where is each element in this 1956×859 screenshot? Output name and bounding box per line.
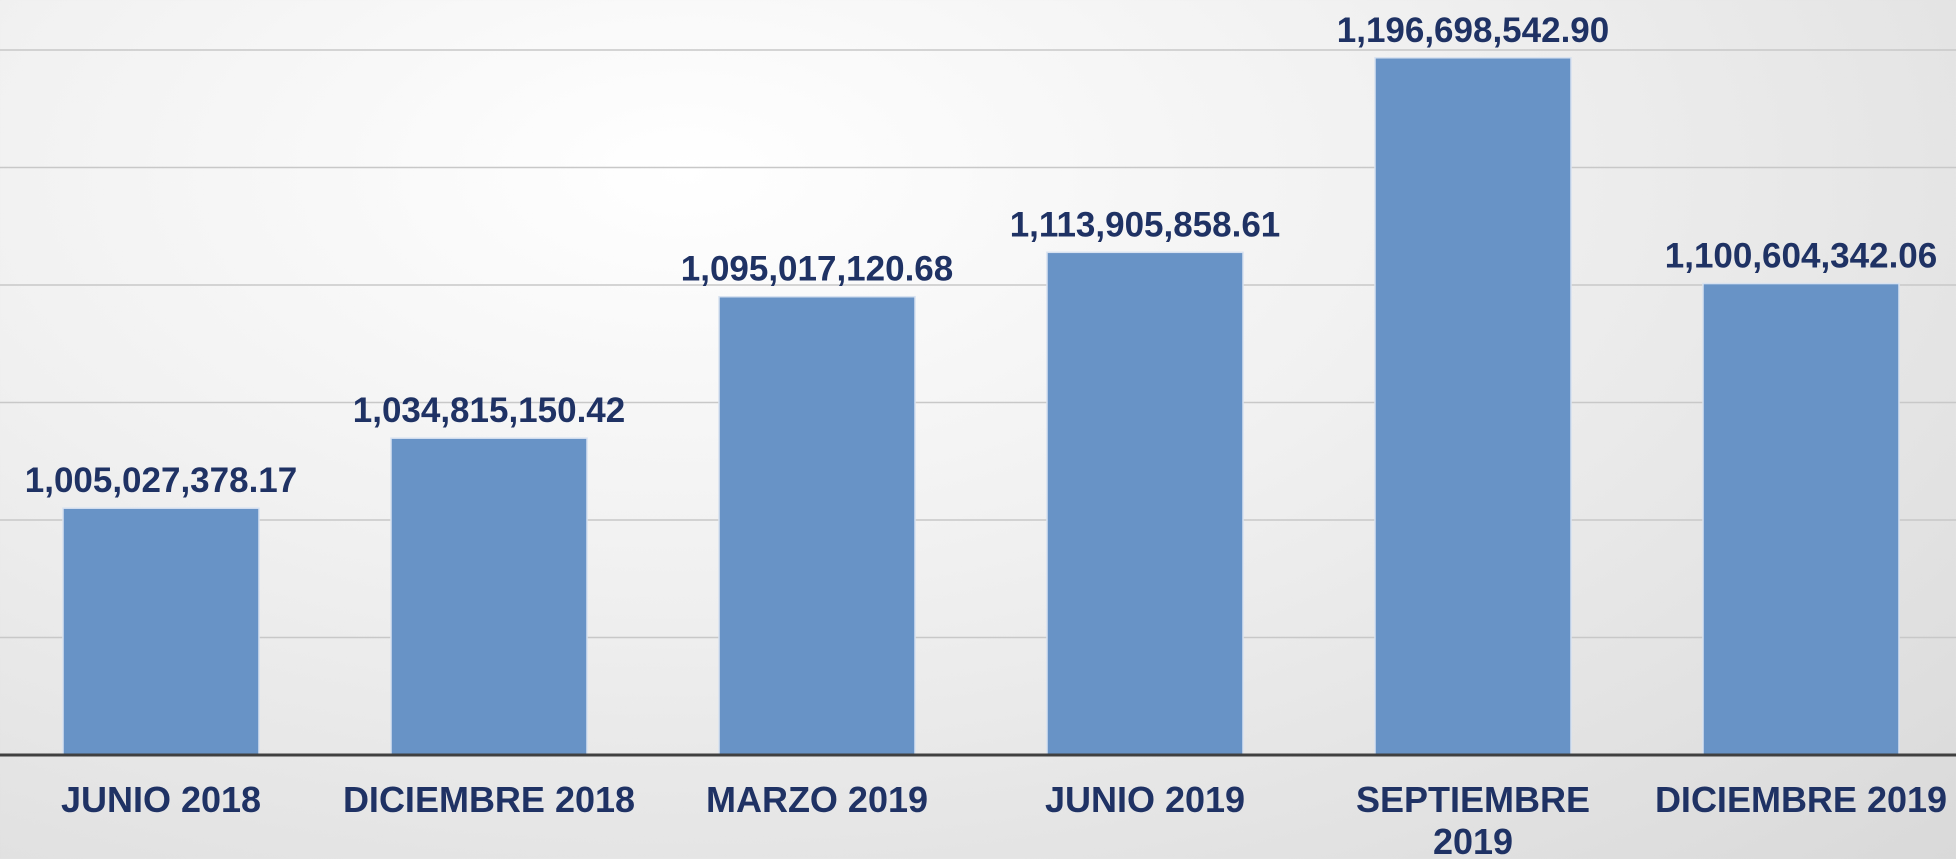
x-tick-label: SEPTIEMBRE 2019 (1355, 779, 1591, 859)
x-tick-label: DICIEMBRE 2018 (342, 779, 636, 820)
bar (1702, 282, 1900, 756)
x-tick-label: JUNIO 2018 (60, 779, 262, 820)
bar (1374, 57, 1572, 756)
value-label: 1,100,604,342.06 (1665, 237, 1937, 276)
value-label: 1,196,698,542.90 (1337, 11, 1609, 50)
bar (718, 295, 916, 756)
value-label: 1,034,815,150.42 (353, 391, 625, 430)
x-tick-label: MARZO 2019 (705, 779, 929, 820)
value-label: 1,095,017,120.68 (681, 250, 953, 289)
bar (390, 437, 588, 756)
value-label: 1,005,027,378.17 (25, 461, 297, 500)
x-tick-label: JUNIO 2019 (1044, 779, 1246, 820)
bar (62, 507, 260, 756)
value-label: 1,113,905,858.61 (1010, 205, 1281, 244)
x-tick-label: DICIEMBRE 2019 (1654, 779, 1948, 820)
bar (1046, 251, 1244, 756)
